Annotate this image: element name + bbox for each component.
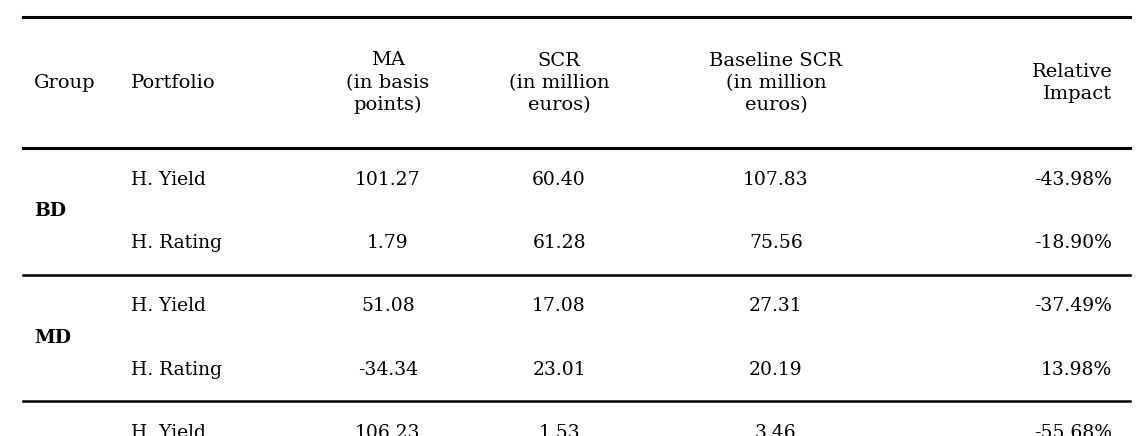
Text: 3.46: 3.46: [755, 424, 796, 436]
Text: -55.68%: -55.68%: [1035, 424, 1112, 436]
Text: 1.79: 1.79: [367, 234, 408, 252]
Text: Group: Group: [34, 74, 96, 92]
Text: H. Yield: H. Yield: [131, 424, 207, 436]
Text: SCR
(in million
euros): SCR (in million euros): [509, 51, 609, 114]
Text: -18.90%: -18.90%: [1035, 234, 1112, 252]
Text: 13.98%: 13.98%: [1042, 361, 1112, 378]
Text: 23.01: 23.01: [533, 361, 585, 378]
Text: MD: MD: [34, 329, 71, 347]
Text: 20.19: 20.19: [750, 361, 802, 378]
Text: 60.40: 60.40: [532, 171, 586, 189]
Text: H. Yield: H. Yield: [131, 171, 207, 189]
Text: 1.53: 1.53: [539, 424, 580, 436]
Text: BD: BD: [34, 202, 66, 221]
Text: 51.08: 51.08: [361, 297, 415, 315]
Text: -37.49%: -37.49%: [1035, 297, 1112, 315]
Text: 107.83: 107.83: [743, 171, 809, 189]
Text: 27.31: 27.31: [750, 297, 802, 315]
Text: Relative
Impact: Relative Impact: [1031, 63, 1112, 103]
Text: -43.98%: -43.98%: [1035, 171, 1112, 189]
Text: -34.34: -34.34: [358, 361, 418, 378]
Text: H. Rating: H. Rating: [131, 361, 222, 378]
Text: 17.08: 17.08: [532, 297, 586, 315]
Text: Baseline SCR
(in million
euros): Baseline SCR (in million euros): [710, 51, 842, 114]
Text: H. Rating: H. Rating: [131, 234, 222, 252]
Text: H. Yield: H. Yield: [131, 297, 207, 315]
Text: 61.28: 61.28: [533, 234, 585, 252]
Text: MA
(in basis
points): MA (in basis points): [347, 51, 429, 114]
Text: Portfolio: Portfolio: [131, 74, 216, 92]
Text: 101.27: 101.27: [355, 171, 421, 189]
Text: 75.56: 75.56: [748, 234, 803, 252]
Text: 106.23: 106.23: [355, 424, 421, 436]
